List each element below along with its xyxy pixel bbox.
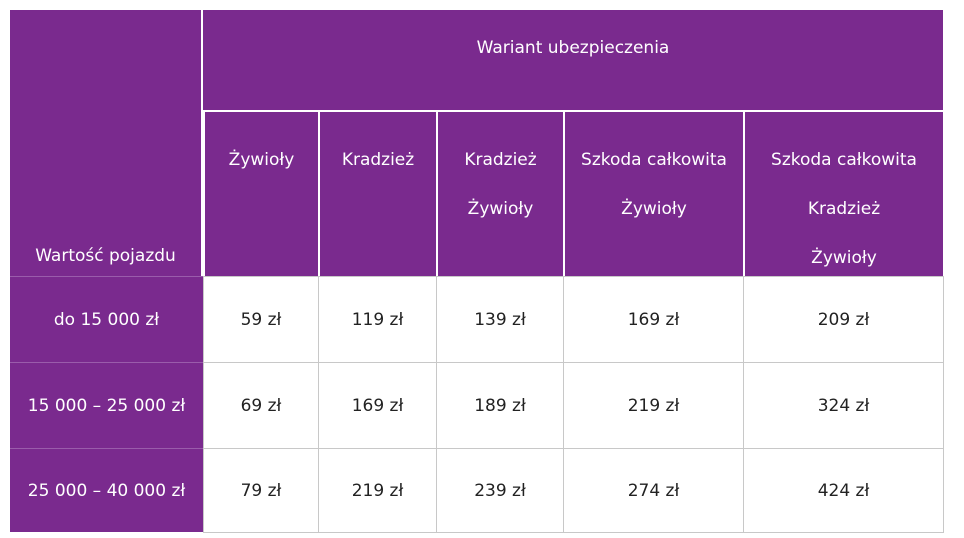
header-line: Szkoda całkowita <box>581 150 727 170</box>
cell-text: 69 zł <box>240 395 282 416</box>
header-line: Żywioły <box>621 199 687 219</box>
cell-text: 219 zł <box>627 395 680 416</box>
header-line: Kradzież <box>341 150 415 170</box>
table-cell: 169 zł <box>318 362 437 449</box>
column-header: Szkoda całkowita Żywioły <box>563 112 743 276</box>
cell-text: 219 zł <box>351 480 404 501</box>
header-line: Kradzież <box>464 150 537 170</box>
header-line: Żywioły <box>467 199 534 219</box>
cell-text: 424 zł <box>817 480 870 501</box>
table-cell: 59 zł <box>203 276 319 363</box>
header-text: Wartość pojazdu <box>35 246 176 266</box>
row-label-text: do 15 000 zł <box>53 309 160 330</box>
column-header: Kradzież Żywioły <box>436 112 563 276</box>
cell-text: 119 zł <box>351 309 404 330</box>
cell-text: 79 zł <box>240 480 282 501</box>
table-cell: 209 zł <box>743 276 944 363</box>
cell-text: 274 zł <box>627 480 680 501</box>
group-header: Wariant ubezpieczenia <box>203 10 943 112</box>
header-line: Szkoda całkowita <box>771 150 917 170</box>
row-label: 25 000 – 40 000 zł <box>10 448 203 532</box>
table-cell: 169 zł <box>563 276 744 363</box>
table-cell: 189 zł <box>436 362 564 449</box>
cell-text: 324 zł <box>817 395 870 416</box>
header-line: Żywioły <box>228 150 295 170</box>
row-label-text: 15 000 – 25 000 zł <box>27 395 186 416</box>
table-cell: 219 zł <box>563 362 744 449</box>
table-cell: 139 zł <box>436 276 564 363</box>
row-label: do 15 000 zł <box>10 276 203 362</box>
cell-text: 169 zł <box>351 395 404 416</box>
cell-text: 209 zł <box>817 309 870 330</box>
table-cell: 239 zł <box>436 448 564 533</box>
table-cell: 274 zł <box>563 448 744 533</box>
row-label-header: Wartość pojazdu <box>10 10 203 276</box>
column-header: Szkoda całkowita Kradzież Żywioły <box>743 112 943 276</box>
table-cell: 219 zł <box>318 448 437 533</box>
table-cell: 424 zł <box>743 448 944 533</box>
cell-text: 59 zł <box>240 309 282 330</box>
header-text: Wariant ubezpieczenia <box>476 38 670 58</box>
row-label-text: 25 000 – 40 000 zł <box>27 480 186 501</box>
cell-text: 169 zł <box>627 309 680 330</box>
table-cell: 69 zł <box>203 362 319 449</box>
column-header: Żywioły <box>203 112 318 276</box>
table-cell: 324 zł <box>743 362 944 449</box>
header-line: Kradzież <box>807 199 881 219</box>
cell-text: 239 zł <box>474 480 526 501</box>
column-header: Kradzież <box>318 112 436 276</box>
cell-text: 139 zł <box>474 309 526 330</box>
header-line: Żywioły <box>811 248 877 268</box>
row-label: 15 000 – 25 000 zł <box>10 362 203 448</box>
table-cell: 79 zł <box>203 448 319 533</box>
table-cell: 119 zł <box>318 276 437 363</box>
cell-text: 189 zł <box>474 395 526 416</box>
